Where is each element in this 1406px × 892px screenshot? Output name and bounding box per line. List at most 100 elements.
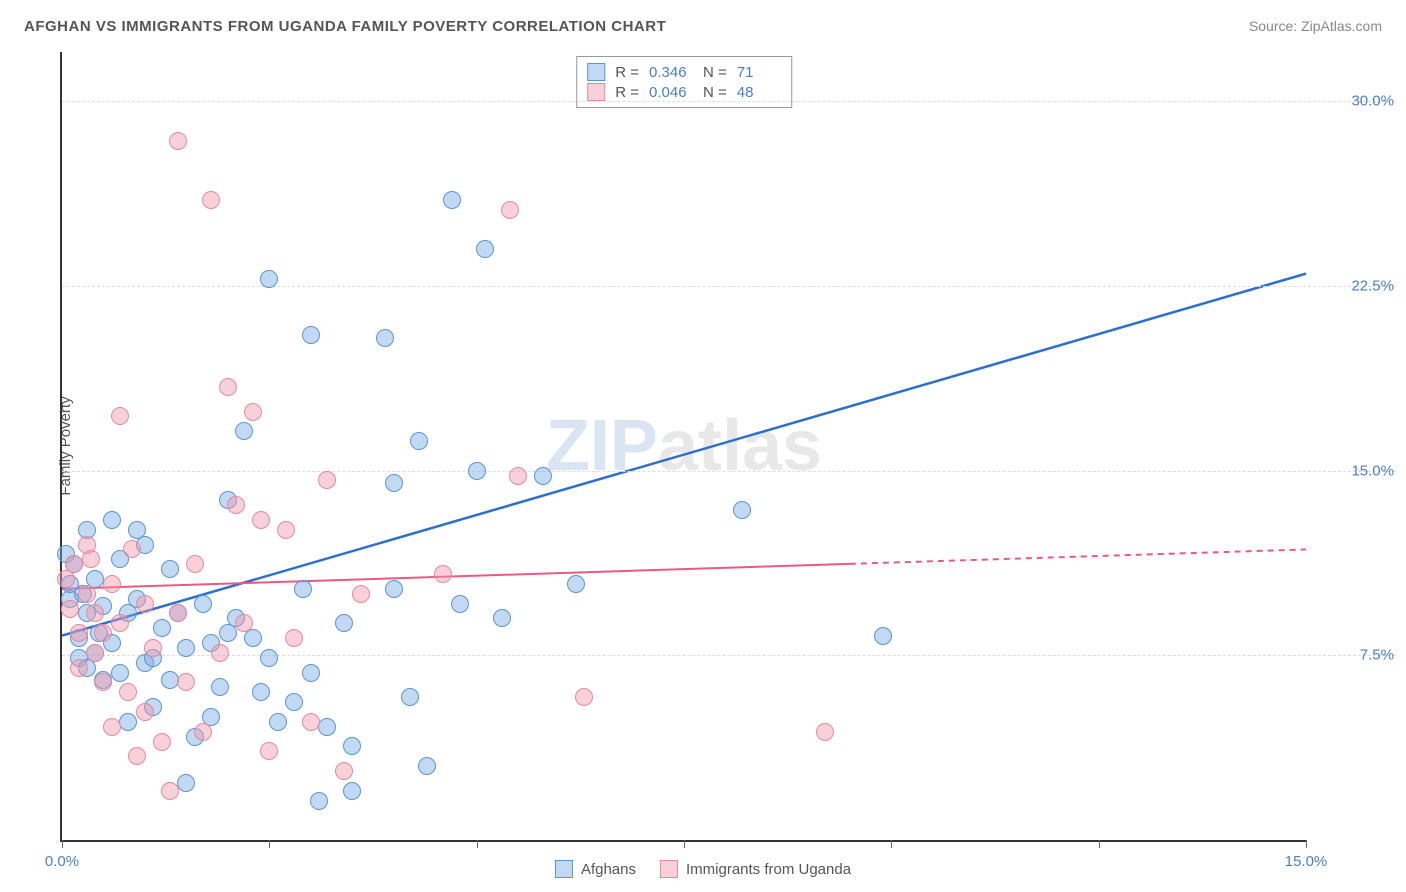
scatter-point (252, 683, 270, 701)
scatter-point (874, 627, 892, 645)
scatter-point (70, 659, 88, 677)
legend-item: Immigrants from Uganda (660, 860, 851, 878)
scatter-point (177, 639, 195, 657)
scatter-point (169, 604, 187, 622)
x-tick (684, 840, 685, 848)
chart-title: AFGHAN VS IMMIGRANTS FROM UGANDA FAMILY … (24, 18, 666, 35)
scatter-point (219, 378, 237, 396)
legend-swatch (587, 63, 605, 81)
y-tick-label: 30.0% (1351, 93, 1394, 110)
scatter-point (136, 595, 154, 613)
scatter-point (285, 629, 303, 647)
scatter-point (575, 688, 593, 706)
scatter-point (501, 201, 519, 219)
y-tick-label: 22.5% (1351, 277, 1394, 294)
watermark: ZIPatlas (546, 405, 822, 487)
scatter-point (269, 713, 287, 731)
scatter-point (136, 703, 154, 721)
scatter-point (65, 555, 83, 573)
scatter-point (119, 713, 137, 731)
x-tick-label: 0.0% (45, 853, 79, 870)
scatter-point (343, 782, 361, 800)
scatter-point (211, 644, 229, 662)
scatter-point (177, 774, 195, 792)
scatter-point (434, 565, 452, 583)
scatter-point (103, 575, 121, 593)
scatter-point (294, 580, 312, 598)
scatter-point (161, 671, 179, 689)
scatter-point (285, 693, 303, 711)
scatter-point (335, 614, 353, 632)
scatter-point (418, 757, 436, 775)
scatter-point (310, 792, 328, 810)
scatter-point (816, 723, 834, 741)
scatter-point (260, 742, 278, 760)
scatter-point (111, 664, 129, 682)
scatter-point (252, 511, 270, 529)
scatter-point (451, 595, 469, 613)
scatter-point (186, 555, 204, 573)
scatter-point (509, 467, 527, 485)
scatter-point (443, 191, 461, 209)
scatter-point (260, 649, 278, 667)
gridline (62, 471, 1396, 472)
scatter-point (82, 550, 100, 568)
scatter-point (385, 474, 403, 492)
scatter-point (169, 132, 187, 150)
scatter-point (343, 737, 361, 755)
gridline (62, 101, 1396, 102)
r-value: 0.046 (649, 84, 693, 101)
scatter-point (318, 718, 336, 736)
legend-label: Immigrants from Uganda (686, 861, 851, 878)
scatter-point (534, 467, 552, 485)
legend-swatch (555, 860, 573, 878)
scatter-point (376, 329, 394, 347)
legend-row: R =0.346N =71 (587, 63, 781, 81)
scatter-point (493, 609, 511, 627)
scatter-point (302, 326, 320, 344)
x-tick (269, 840, 270, 848)
n-label: N = (703, 64, 727, 81)
scatter-point (78, 585, 96, 603)
legend-swatch (660, 860, 678, 878)
n-label: N = (703, 84, 727, 101)
scatter-point (86, 604, 104, 622)
y-tick-label: 15.0% (1351, 462, 1394, 479)
series-legend: AfghansImmigrants from Uganda (555, 860, 851, 878)
scatter-point (194, 595, 212, 613)
scatter-point (385, 580, 403, 598)
scatter-point (111, 407, 129, 425)
scatter-point (476, 240, 494, 258)
scatter-point (277, 521, 295, 539)
scatter-point (211, 678, 229, 696)
scatter-point (161, 560, 179, 578)
scatter-point (86, 644, 104, 662)
scatter-point (318, 471, 336, 489)
gridline (62, 286, 1396, 287)
scatter-point (401, 688, 419, 706)
scatter-point (352, 585, 370, 603)
chart-source: Source: ZipAtlas.com (1249, 18, 1382, 34)
r-label: R = (615, 64, 639, 81)
scatter-point (128, 747, 146, 765)
scatter-point (260, 270, 278, 288)
scatter-point (235, 422, 253, 440)
scatter-point (161, 782, 179, 800)
scatter-point (410, 432, 428, 450)
chart-plot: ZIPatlas R =0.346N =71R =0.046N =48 7.5%… (60, 52, 1306, 842)
legend-swatch (587, 83, 605, 101)
scatter-point (153, 619, 171, 637)
x-tick-label: 15.0% (1285, 853, 1328, 870)
scatter-point (123, 540, 141, 558)
n-value: 71 (737, 64, 781, 81)
scatter-point (144, 639, 162, 657)
scatter-point (61, 600, 79, 618)
n-value: 48 (737, 84, 781, 101)
scatter-point (70, 624, 88, 642)
scatter-point (94, 673, 112, 691)
correlation-legend: R =0.346N =71R =0.046N =48 (576, 56, 792, 108)
trend-lines (62, 52, 1306, 840)
scatter-point (119, 683, 137, 701)
x-tick (891, 840, 892, 848)
scatter-point (227, 496, 245, 514)
